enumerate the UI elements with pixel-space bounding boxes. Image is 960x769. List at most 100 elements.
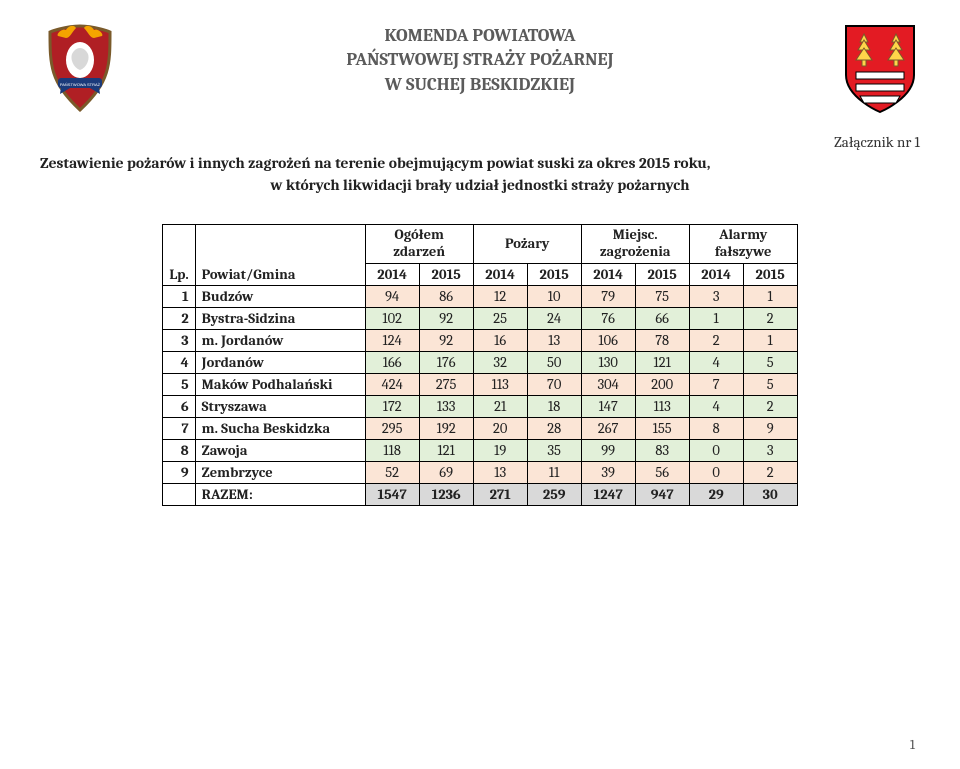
cell-value: 66 [635, 307, 689, 329]
col-year: 2014 [689, 263, 743, 285]
row-lp: 9 [163, 461, 195, 483]
cell-value: 130 [581, 351, 635, 373]
row-lp: 7 [163, 417, 195, 439]
page-title: KOMENDA POWIATOWA PAŃSTWOWEJ STRAŻY POŻA… [120, 20, 840, 97]
table-row: 5Maków Podhalański4242751137030420075 [163, 373, 797, 395]
cell-value: 75 [635, 285, 689, 307]
table-row: 8Zawoja1181211935998303 [163, 439, 797, 461]
intro-text: Zestawienie pożarów i innych zagrożeń na… [40, 153, 920, 196]
cell-value: 1 [689, 307, 743, 329]
cell-value: 295 [365, 417, 419, 439]
intro-line-2: w których likwidacji brały udział jednos… [40, 175, 920, 197]
cell-value: 7 [689, 373, 743, 395]
row-lp [163, 483, 195, 505]
row-lp: 5 [163, 373, 195, 395]
row-name: Jordanów [195, 351, 365, 373]
fire-brigade-emblem: PAŃSTWOWA STRAŻ [40, 20, 120, 115]
table-row: 1Budzów94861210797531 [163, 285, 797, 307]
row-lp: 2 [163, 307, 195, 329]
cell-value: 121 [635, 351, 689, 373]
col-year: 2014 [365, 263, 419, 285]
cell-value: 118 [365, 439, 419, 461]
col-year: 2015 [635, 263, 689, 285]
cell-value: 2 [743, 461, 797, 483]
cell-value: 70 [527, 373, 581, 395]
table-row: 9Zembrzyce52691311395602 [163, 461, 797, 483]
col-group-local: Miejsc.zagrożenia [581, 225, 689, 263]
cell-value: 0 [689, 439, 743, 461]
cell-value: 10 [527, 285, 581, 307]
page-number: 1 [910, 736, 915, 753]
cell-value: 32 [473, 351, 527, 373]
cell-value: 4 [689, 395, 743, 417]
cell-value: 155 [635, 417, 689, 439]
incidents-table: Lp.Powiat/GminaOgółemzdarzeńPożaryMiejsc… [162, 224, 797, 505]
cell-value: 1 [743, 329, 797, 351]
cell-total: 271 [473, 483, 527, 505]
cell-value: 1 [743, 285, 797, 307]
table-row: 6Stryszawa172133211814711342 [163, 395, 797, 417]
cell-value: 78 [635, 329, 689, 351]
row-lp: 1 [163, 285, 195, 307]
cell-value: 9 [743, 417, 797, 439]
cell-total: 947 [635, 483, 689, 505]
col-gmina: Powiat/Gmina [195, 225, 365, 285]
table-row: 2Bystra-Sidzina102922524766612 [163, 307, 797, 329]
coat-of-arms-icon [840, 20, 920, 115]
cell-value: 83 [635, 439, 689, 461]
cell-value: 20 [473, 417, 527, 439]
col-year: 2014 [473, 263, 527, 285]
row-name: Zawoja [195, 439, 365, 461]
header-row: PAŃSTWOWA STRAŻ KOMENDA POWIATOWA PAŃSTW… [40, 20, 920, 115]
cell-value: 99 [581, 439, 635, 461]
cell-value: 113 [635, 395, 689, 417]
cell-value: 424 [365, 373, 419, 395]
fire-shield-icon: PAŃSTWOWA STRAŻ [40, 20, 120, 115]
row-total-label: RAZEM: [195, 483, 365, 505]
cell-value: 113 [473, 373, 527, 395]
cell-value: 2 [743, 395, 797, 417]
col-group-false: Alarmyfałszywe [689, 225, 797, 263]
row-name: Stryszawa [195, 395, 365, 417]
table-row-total: RAZEM:1547123627125912479472930 [163, 483, 797, 505]
cell-value: 5 [743, 351, 797, 373]
cell-value: 21 [473, 395, 527, 417]
col-group-total: Ogółemzdarzeń [365, 225, 473, 263]
col-group-fires: Pożary [473, 225, 581, 263]
cell-value: 76 [581, 307, 635, 329]
cell-total: 1547 [365, 483, 419, 505]
cell-total: 1247 [581, 483, 635, 505]
col-lp: Lp. [163, 225, 195, 285]
table-row: 7m. Sucha Beskidzka295192202826715589 [163, 417, 797, 439]
cell-value: 13 [473, 461, 527, 483]
cell-value: 18 [527, 395, 581, 417]
title-line-2: PAŃSTWOWEJ STRAŻY POŻARNEJ [120, 48, 840, 72]
cell-value: 102 [365, 307, 419, 329]
county-coat-of-arms [840, 20, 920, 115]
intro-line-1: Zestawienie pożarów i innych zagrożeń na… [40, 154, 710, 172]
cell-value: 124 [365, 329, 419, 351]
cell-value: 25 [473, 307, 527, 329]
cell-value: 28 [527, 417, 581, 439]
cell-value: 200 [635, 373, 689, 395]
cell-total: 30 [743, 483, 797, 505]
table-header-groups: Lp.Powiat/GminaOgółemzdarzeńPożaryMiejsc… [163, 225, 797, 263]
cell-value: 79 [581, 285, 635, 307]
cell-value: 133 [419, 395, 473, 417]
cell-value: 13 [527, 329, 581, 351]
row-lp: 4 [163, 351, 195, 373]
row-name: m. Jordanów [195, 329, 365, 351]
cell-value: 12 [473, 285, 527, 307]
cell-value: 52 [365, 461, 419, 483]
cell-value: 94 [365, 285, 419, 307]
cell-value: 267 [581, 417, 635, 439]
cell-value: 8 [689, 417, 743, 439]
cell-value: 147 [581, 395, 635, 417]
cell-value: 3 [743, 439, 797, 461]
svg-text:PAŃSTWOWA STRAŻ: PAŃSTWOWA STRAŻ [60, 82, 101, 87]
title-line-3: W SUCHEJ BESKIDZKIEJ [120, 73, 840, 97]
attachment-label: Załącznik nr 1 [40, 133, 920, 151]
title-line-1: KOMENDA POWIATOWA [120, 24, 840, 48]
cell-value: 176 [419, 351, 473, 373]
cell-value: 166 [365, 351, 419, 373]
